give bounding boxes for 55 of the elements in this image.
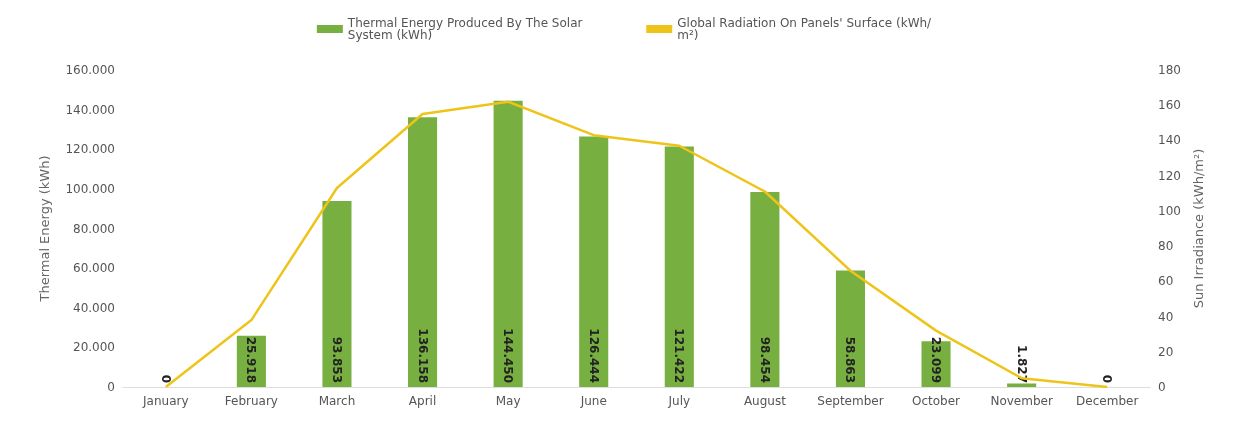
y2-tick-label: 120 [1158, 168, 1181, 183]
data-label: 126.444 [586, 328, 601, 383]
data-label: 144.450 [501, 328, 516, 383]
bar [664, 146, 694, 387]
x-tick-label: February [224, 394, 278, 408]
data-label: 23.099 [929, 336, 944, 383]
x-tick-label: January [142, 394, 189, 408]
y2-tick-label: 180 [1158, 63, 1181, 77]
y2-tick-label: 100 [1158, 203, 1181, 218]
y-axis-title: Thermal Energy (kWh) [37, 155, 52, 303]
data-label: 98.454 [757, 336, 772, 383]
x-tick-label: November [990, 394, 1053, 408]
data-label: 25.918 [244, 336, 259, 383]
bar [750, 191, 780, 387]
data-label: 0 [1100, 374, 1115, 383]
data-label: 0 [158, 374, 173, 383]
bar [1007, 383, 1037, 387]
bar [493, 100, 523, 387]
bar [835, 270, 866, 387]
y2-tick-label: 80 [1158, 239, 1174, 254]
x-tick-label: December [1076, 394, 1139, 408]
y-tick-label: 40.000 [73, 300, 115, 315]
y2-axis-title: Sun Irradiance (kWh/m²) [1190, 148, 1206, 309]
bar [407, 117, 438, 387]
y-tick-label: 60.000 [73, 261, 115, 276]
y2-tick-label: 0 [1158, 380, 1166, 394]
y2-tick-label: 20 [1158, 344, 1174, 359]
legend-label: Global Radiation On Panels' Surface (kWh/m²) [677, 16, 933, 42]
data-label: 58.863 [843, 336, 858, 383]
data-label: 136.158 [415, 328, 430, 383]
y-tick-label: 120.000 [65, 142, 115, 157]
data-label: 93.853 [329, 336, 344, 383]
y-tick-label: 0 [107, 380, 115, 394]
y-tick-label: 20.000 [73, 340, 115, 355]
legend-label: Thermal Energy Produced By The Solar System (kWh) [346, 16, 587, 42]
x-tick-label: March [318, 394, 356, 408]
y-tick-label: 80.000 [73, 221, 115, 236]
x-tick-label: October [912, 394, 961, 408]
y-tick-label: 140.000 [65, 102, 115, 117]
bar [579, 136, 609, 387]
x-tick-label: September [817, 394, 884, 408]
y2-tick-label: 40 [1158, 309, 1174, 324]
bar [322, 201, 352, 387]
x-tick-label: July [667, 394, 691, 408]
data-label: 121.422 [672, 328, 687, 383]
x-tick-label: August [743, 394, 787, 408]
x-tick-label: May [495, 394, 521, 408]
y-tick-label: 100.000 [65, 181, 115, 196]
data-label: 1.827 [1014, 345, 1029, 383]
x-tick-label: April [408, 394, 437, 408]
x-tick-label: June [579, 394, 607, 408]
y2-tick-label: 60 [1158, 274, 1174, 289]
y-tick-label: 160.000 [65, 63, 115, 77]
y2-tick-label: 140 [1158, 133, 1181, 148]
y2-tick-label: 160 [1158, 98, 1181, 113]
